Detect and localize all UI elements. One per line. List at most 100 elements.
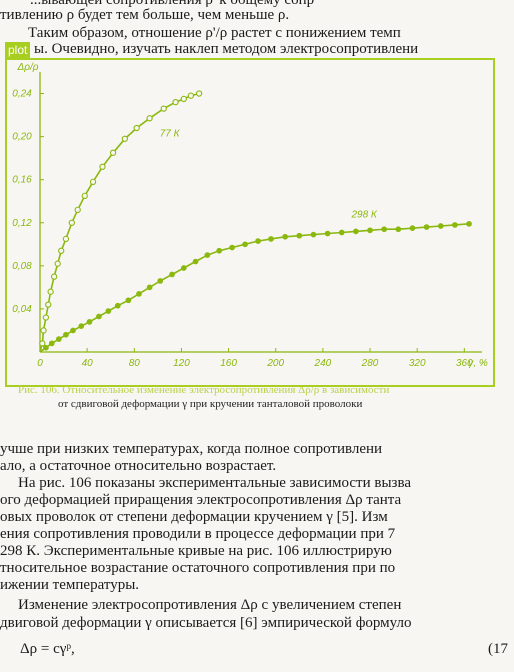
data-point <box>109 149 117 156</box>
data-point <box>47 288 54 295</box>
body-line-1: учше при низких температурах, когда полн… <box>0 441 383 457</box>
y-axis-label: Δρ/ρ <box>17 62 39 73</box>
body-line-top-d: ы. Очевидно, изучать наклеп методом элек… <box>34 41 419 57</box>
data-point <box>409 225 416 232</box>
x-tick-label: 40 <box>82 358 94 369</box>
annotation-298k: 298 К <box>350 209 377 220</box>
data-point <box>195 90 203 97</box>
body-line-3: На рис. 106 показаны экспериментальные з… <box>18 475 411 491</box>
body-line-11: двиговой деформации γ описывается [6] эм… <box>0 615 412 631</box>
body-line-2: ало, а остаточное относительно возрастае… <box>0 458 277 474</box>
series-line-1 <box>39 223 470 353</box>
x-tick-label: 360 <box>456 358 473 369</box>
body-line-top-b: тивлению ρ будет тем больше, чем меньше … <box>0 7 290 23</box>
x-axis-label: γ, % <box>468 358 488 369</box>
data-point <box>255 238 261 244</box>
data-point <box>282 233 289 240</box>
data-point <box>338 229 345 236</box>
y-tick-label: 0,04 <box>12 304 32 315</box>
data-point <box>105 308 112 314</box>
data-point <box>381 226 388 233</box>
x-tick-label: 200 <box>266 358 284 369</box>
body-line-4: ого деформацией приращения электросопрот… <box>0 492 402 508</box>
data-point <box>121 135 129 142</box>
x-tick-label: 0 <box>37 358 43 369</box>
x-tick-label: 120 <box>173 358 190 369</box>
data-point <box>160 105 167 112</box>
data-point <box>68 219 75 226</box>
data-point <box>180 95 187 103</box>
data-point <box>54 260 61 267</box>
data-point <box>39 340 46 347</box>
data-point <box>48 340 55 347</box>
data-point <box>42 314 50 321</box>
data-point <box>81 192 88 199</box>
body-line-5: овых проволок от степени деформации круч… <box>0 509 388 525</box>
data-point <box>229 244 235 251</box>
y-tick-label: 0,12 <box>12 218 32 229</box>
body-line-8: тносительное возрастание остаточного соп… <box>0 560 396 576</box>
data-point <box>45 301 52 308</box>
body-line-top-c: Таким образом, отношение ρ'/ρ растет с п… <box>28 25 401 41</box>
data-point <box>423 224 430 230</box>
annotation-77k: 77 К <box>160 129 181 140</box>
data-point <box>74 206 81 213</box>
data-point <box>133 124 140 132</box>
data-point <box>204 252 211 258</box>
data-point <box>146 115 153 122</box>
data-point <box>146 284 153 291</box>
data-point <box>136 290 142 297</box>
figure-caption-line-2: от сдвиговой деформации γ при кручении т… <box>58 398 363 410</box>
data-point <box>242 241 248 248</box>
y-tick-label: 0,24 <box>12 89 32 100</box>
data-point <box>187 92 195 99</box>
body-line-7: 298 К. Экспериментальные кривые на рис. … <box>0 543 392 559</box>
body-line-10: Изменение электросопротивления Δρ с увел… <box>18 597 402 613</box>
data-point <box>157 278 164 284</box>
data-point <box>367 227 373 234</box>
data-point <box>180 265 187 271</box>
data-point <box>395 226 402 233</box>
x-tick-label: 80 <box>129 358 141 369</box>
data-point <box>63 331 69 338</box>
body-line-6: ения сопротивления проводили в процессе … <box>0 526 396 542</box>
data-point <box>268 236 274 242</box>
x-tick-label: 280 <box>361 358 379 369</box>
data-point <box>125 297 132 304</box>
data-point <box>86 318 93 325</box>
y-tick-label: 0,16 <box>12 175 32 186</box>
plot-tag: plot <box>5 42 31 58</box>
data-point <box>437 223 444 229</box>
data-point <box>216 247 223 254</box>
data-point <box>96 313 102 320</box>
data-point <box>89 178 97 185</box>
data-point <box>43 344 49 351</box>
body-line-top-a: ...ывающей сопротивления ρ' к общему соп… <box>30 0 315 8</box>
data-point <box>50 273 58 280</box>
data-point <box>114 302 121 309</box>
data-point <box>353 228 359 235</box>
y-tick-label: 0,08 <box>12 261 32 272</box>
data-point <box>310 231 317 238</box>
x-tick-label: 160 <box>220 358 237 369</box>
data-point <box>58 247 65 254</box>
formula: Δρ = cγᵖ, <box>20 641 75 657</box>
data-point <box>40 327 47 334</box>
data-point <box>70 327 76 334</box>
data-point <box>78 323 85 330</box>
data-point <box>296 232 303 239</box>
body-line-9: ижении температуры. <box>0 577 140 593</box>
plot-bounding-box <box>5 58 495 387</box>
data-point <box>56 336 62 342</box>
data-point <box>324 230 331 237</box>
formula-number: (17 <box>488 641 508 657</box>
x-tick-label: 240 <box>314 358 332 369</box>
data-point <box>466 220 472 227</box>
data-point <box>172 99 179 106</box>
y-tick-label: 0,20 <box>12 132 32 143</box>
data-point <box>452 222 458 228</box>
data-point <box>169 271 175 278</box>
data-point <box>99 163 106 170</box>
figure-caption-line-1: Рис. 106. Относительное изменение электр… <box>18 384 390 396</box>
